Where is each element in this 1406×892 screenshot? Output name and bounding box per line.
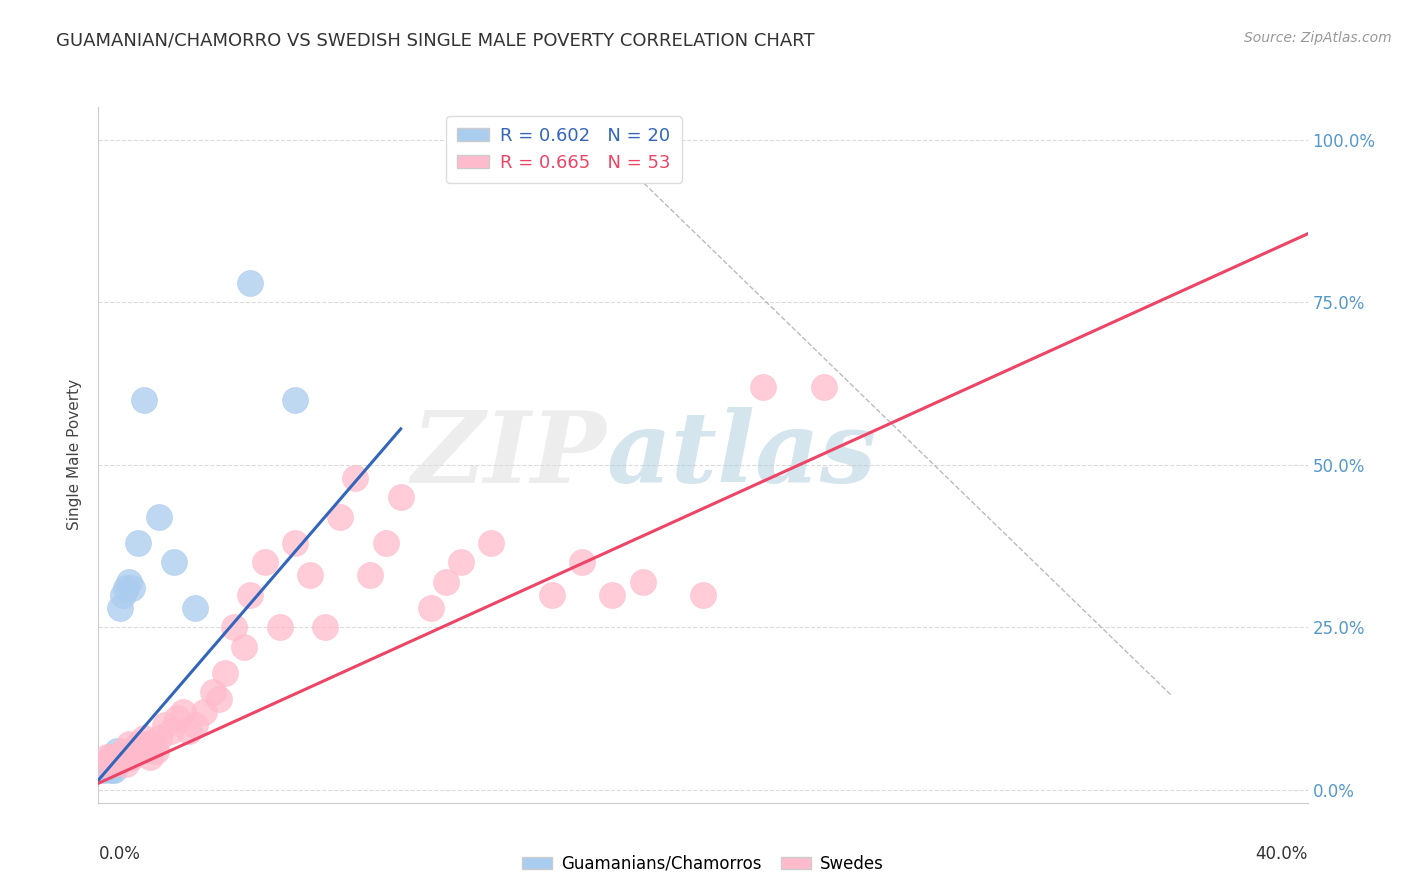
Point <box>232 640 254 654</box>
Point <box>103 750 125 764</box>
Point <box>253 555 276 569</box>
Point <box>284 392 307 407</box>
Point <box>299 568 322 582</box>
Point <box>344 471 367 485</box>
Point <box>163 555 186 569</box>
Point <box>135 737 157 751</box>
Point <box>269 620 291 634</box>
Point <box>114 581 136 595</box>
Point <box>166 711 188 725</box>
Point <box>752 379 775 393</box>
Point <box>239 588 262 602</box>
Point <box>434 574 457 589</box>
Point <box>142 737 165 751</box>
Point <box>127 535 149 549</box>
Text: ZIP: ZIP <box>412 407 606 503</box>
Legend: Guamanians/Chamorros, Swedes: Guamanians/Chamorros, Swedes <box>516 848 890 880</box>
Point <box>121 750 143 764</box>
Point <box>208 691 231 706</box>
Point <box>129 744 152 758</box>
Point <box>108 750 131 764</box>
Point <box>100 750 122 764</box>
Legend: R = 0.602   N = 20, R = 0.665   N = 53: R = 0.602 N = 20, R = 0.665 N = 53 <box>446 116 682 183</box>
Point <box>100 750 122 764</box>
Point <box>124 744 146 758</box>
Point <box>224 620 246 634</box>
Point <box>118 574 141 589</box>
Point <box>153 718 176 732</box>
Point <box>132 731 155 745</box>
Point <box>540 588 562 602</box>
Point <box>96 750 118 764</box>
Point <box>389 490 412 504</box>
Point <box>184 718 207 732</box>
Text: 40.0%: 40.0% <box>1256 845 1308 863</box>
Y-axis label: Single Male Poverty: Single Male Poverty <box>67 379 83 531</box>
Point <box>108 600 131 615</box>
Point <box>374 535 396 549</box>
Point <box>145 744 167 758</box>
Point <box>148 731 170 745</box>
Point <box>127 737 149 751</box>
Point <box>105 744 128 758</box>
Point <box>160 724 183 739</box>
Point <box>314 620 336 634</box>
Point <box>100 764 122 778</box>
Point <box>193 705 215 719</box>
Point <box>184 600 207 615</box>
Text: 0.0%: 0.0% <box>98 845 141 863</box>
Point <box>450 555 472 569</box>
Point <box>103 764 125 778</box>
Point <box>103 756 125 771</box>
Point <box>631 574 654 589</box>
Point <box>329 509 352 524</box>
Point <box>179 724 201 739</box>
Point <box>813 379 835 393</box>
Point <box>121 581 143 595</box>
Point <box>692 588 714 602</box>
Point <box>284 535 307 549</box>
Point <box>132 392 155 407</box>
Point <box>239 276 262 290</box>
Point <box>148 509 170 524</box>
Text: Source: ZipAtlas.com: Source: ZipAtlas.com <box>1244 31 1392 45</box>
Point <box>172 705 194 719</box>
Point <box>93 764 115 778</box>
Point <box>111 588 134 602</box>
Point <box>118 737 141 751</box>
Text: atlas: atlas <box>606 407 876 503</box>
Point <box>481 535 503 549</box>
Point <box>93 756 115 771</box>
Point <box>114 756 136 771</box>
Point <box>214 665 236 680</box>
Text: GUAMANIAN/CHAMORRO VS SWEDISH SINGLE MALE POVERTY CORRELATION CHART: GUAMANIAN/CHAMORRO VS SWEDISH SINGLE MAL… <box>56 31 815 49</box>
Point <box>96 756 118 771</box>
Point <box>105 750 128 764</box>
Point <box>360 568 382 582</box>
Point <box>420 600 443 615</box>
Point <box>202 685 225 699</box>
Point <box>111 744 134 758</box>
Point <box>571 555 593 569</box>
Point <box>139 750 162 764</box>
Point <box>602 588 624 602</box>
Point <box>105 756 128 771</box>
